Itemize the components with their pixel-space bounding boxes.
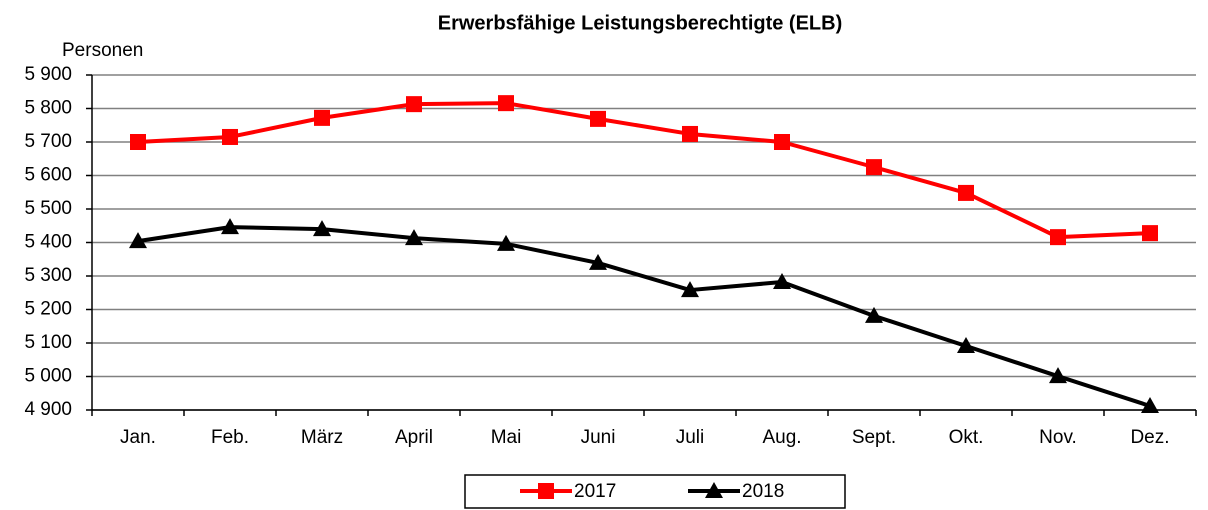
marker	[773, 273, 791, 290]
marker	[1141, 396, 1159, 413]
x-tick-label: Sept.	[852, 427, 896, 448]
x-tick-label: März	[301, 427, 343, 448]
marker	[313, 220, 331, 237]
marker	[221, 218, 239, 235]
x-tick-label: Jan.	[120, 427, 156, 448]
y-tick-label: 5 800	[24, 98, 72, 119]
x-tick-label: Dez.	[1130, 427, 1169, 448]
x-tick-label: April	[395, 427, 433, 448]
marker	[130, 134, 146, 150]
series-line	[137, 101, 1151, 240]
y-tick-label: 5 000	[24, 366, 72, 387]
y-tick-label: 5 200	[24, 299, 72, 320]
marker	[705, 482, 723, 498]
marker	[538, 483, 554, 499]
y-tick-label: 5 300	[24, 265, 72, 286]
marker	[497, 234, 515, 251]
marker	[314, 109, 330, 126]
marker	[589, 253, 607, 270]
series-line	[137, 225, 1151, 408]
marker	[865, 306, 883, 323]
y-axis-label: Personen	[62, 40, 143, 61]
x-tick-label: Juni	[581, 427, 616, 448]
x-tick-label: Aug.	[762, 427, 801, 448]
legend-label: 2018	[742, 481, 784, 502]
marker	[774, 134, 790, 150]
y-tick-label: 5 100	[24, 332, 72, 353]
marker	[1050, 229, 1066, 246]
marker	[498, 95, 514, 112]
marker	[590, 110, 606, 127]
legend-label: 2017	[574, 481, 616, 502]
marker	[1142, 225, 1158, 242]
marker	[957, 337, 975, 354]
y-tick-label: 5 400	[24, 232, 72, 253]
chart-title: Erwerbsfähige Leistungsberechtigte (ELB)	[438, 12, 843, 34]
x-tick-label: Feb.	[211, 427, 249, 448]
marker	[406, 96, 422, 113]
marker	[222, 128, 238, 145]
y-tick-label: 5 900	[24, 64, 72, 85]
x-tick-label: Juli	[676, 427, 705, 448]
x-tick-label: Mai	[491, 427, 522, 448]
y-tick-label: 5 700	[24, 131, 72, 152]
marker	[1049, 367, 1067, 384]
marker	[405, 229, 423, 246]
marker	[682, 125, 698, 142]
x-tick-label: Okt.	[949, 427, 984, 448]
x-tick-label: Nov.	[1039, 427, 1077, 448]
marker	[129, 232, 147, 249]
y-tick-label: 5 600	[24, 165, 72, 186]
marker	[958, 184, 974, 201]
y-tick-label: 4 900	[24, 399, 72, 420]
marker	[681, 281, 699, 298]
marker	[866, 159, 882, 176]
y-tick-label: 5 500	[24, 198, 72, 219]
